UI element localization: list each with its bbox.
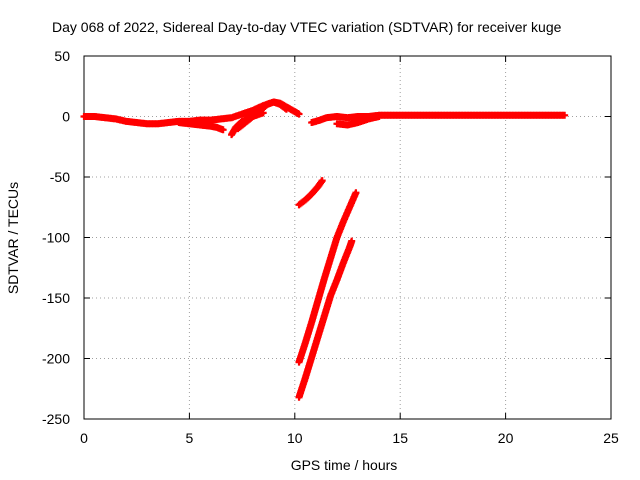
x-axis-label: GPS time / hours xyxy=(291,457,398,473)
data-points xyxy=(80,98,569,401)
series-baseline-late xyxy=(308,111,569,127)
axis-ticks: 0 5 10 15 20 25 50 0 -50 -100 -150 -200 -250 xyxy=(42,48,619,446)
plot-frame xyxy=(83,55,612,420)
x-tick-label: 20 xyxy=(498,430,514,446)
y-tick-label: 50 xyxy=(54,48,70,64)
y-tick-label: -50 xyxy=(50,169,70,185)
data-point xyxy=(295,110,303,118)
chart-title: Day 068 of 2022, Sidereal Day-to-day VTE… xyxy=(52,19,562,35)
series-baseline-early-lower xyxy=(175,119,227,134)
y-tick-label: -200 xyxy=(42,351,70,367)
y-tick-label: -100 xyxy=(42,230,70,246)
series-drop-segment-upper xyxy=(295,177,326,209)
data-point xyxy=(375,113,383,120)
data-point xyxy=(561,111,569,119)
x-tick-label: 0 xyxy=(80,430,88,446)
series-arc-hook-2 xyxy=(234,98,290,133)
y-tick-label: 0 xyxy=(62,109,70,125)
x-tick-label: 25 xyxy=(603,430,619,446)
series-baseline-late-lower xyxy=(333,113,383,129)
data-point xyxy=(352,189,360,197)
data-point xyxy=(219,126,227,134)
y-axis-label: SDTVAR / TECUs xyxy=(5,182,21,294)
x-tick-label: 10 xyxy=(287,430,303,446)
series-drop-arc-A xyxy=(295,189,360,366)
data-point xyxy=(318,177,326,185)
series-drop-arc-B xyxy=(295,237,356,401)
grid xyxy=(84,56,611,419)
data-point xyxy=(282,105,290,113)
y-tick-label: -150 xyxy=(42,290,70,306)
x-tick-label: 5 xyxy=(186,430,194,446)
x-tick-label: 15 xyxy=(392,430,408,446)
y-tick-label: -250 xyxy=(42,411,70,427)
data-point xyxy=(348,237,356,245)
